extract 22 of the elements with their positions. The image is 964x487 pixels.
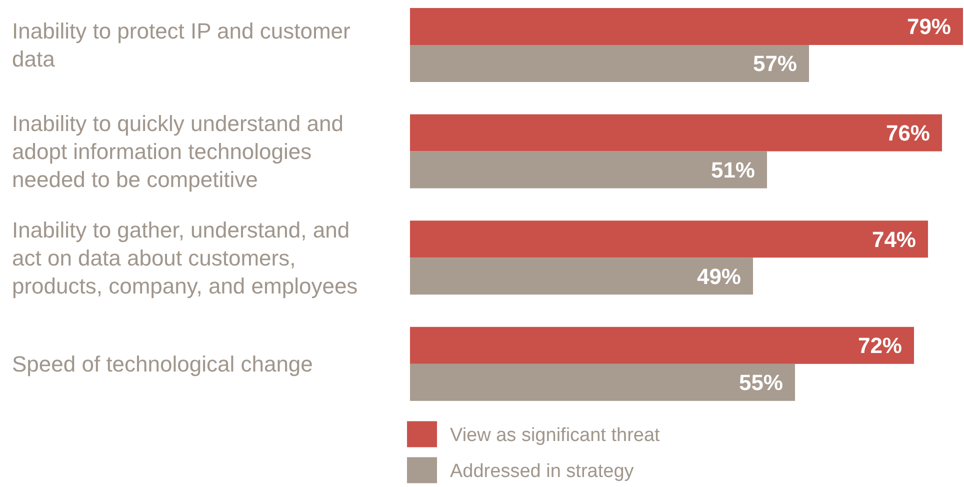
bar bbox=[410, 114, 942, 152]
y-tick-label: Inability to protect IP and customer data bbox=[12, 18, 350, 72]
legend-label: Addressed in strategy bbox=[450, 460, 634, 482]
y-tick-label: Speed of technological change bbox=[12, 352, 313, 377]
data-label: 79% bbox=[906, 14, 951, 40]
y-tick-label: Inability to gather, understand, and act on data about customers, products, company, and employees bbox=[12, 217, 358, 298]
data-label: 51% bbox=[710, 158, 755, 182]
bar bbox=[410, 220, 928, 258]
bar bbox=[410, 8, 963, 45]
bar bbox=[410, 364, 795, 401]
data-label: 49% bbox=[696, 264, 741, 289]
y-tick-label: Inability to quickly understand and adopt information technologies needed to be competitive bbox=[12, 111, 344, 192]
data-label: 72% bbox=[858, 333, 902, 358]
bar bbox=[410, 45, 809, 82]
legend-label: View as significant threat bbox=[450, 424, 661, 446]
data-label: 74% bbox=[872, 226, 916, 252]
data-label: 76% bbox=[886, 120, 930, 146]
bar bbox=[410, 326, 914, 364]
data-label: 55% bbox=[738, 370, 783, 396]
bar bbox=[410, 151, 767, 188]
data-label: 57% bbox=[752, 51, 797, 76]
bar bbox=[410, 258, 753, 295]
